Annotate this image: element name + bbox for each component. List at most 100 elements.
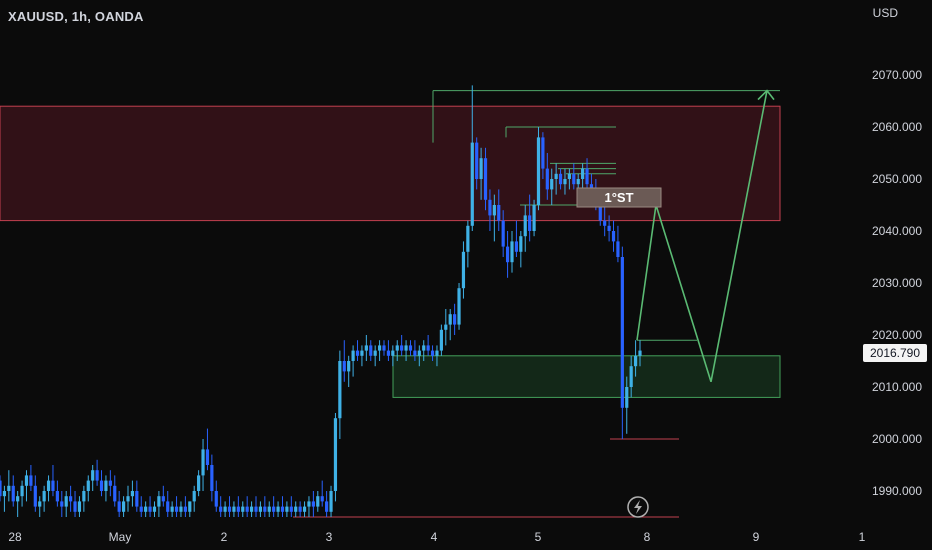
candle — [541, 132, 545, 179]
candle-body — [347, 361, 351, 372]
candle-body — [395, 345, 399, 351]
candle-body — [351, 350, 355, 361]
candle-body — [157, 496, 161, 507]
candle — [320, 480, 324, 507]
candle-body — [408, 345, 413, 351]
candle-body — [91, 470, 95, 481]
candle-body — [475, 142, 479, 179]
candle-body — [616, 241, 620, 257]
candle — [338, 350, 342, 439]
candle — [108, 470, 112, 497]
candle — [554, 163, 558, 195]
candle-body — [629, 366, 633, 387]
candle — [152, 501, 157, 517]
candle — [73, 491, 77, 517]
candle-body — [276, 506, 280, 512]
candle — [444, 309, 448, 346]
candle — [245, 496, 249, 517]
candle-body — [603, 220, 607, 226]
annotation-text: 1°ST — [604, 190, 633, 205]
candle-body — [457, 288, 461, 325]
candle — [391, 345, 395, 367]
candle-body — [139, 506, 143, 512]
candle-body — [567, 173, 571, 179]
candle-body — [554, 173, 558, 179]
x-axis: 28 May 2 3 4 5 8 9 1 — [8, 530, 865, 544]
candle — [7, 470, 11, 502]
candle — [558, 168, 563, 190]
candle-body — [108, 480, 112, 486]
candle-body — [258, 506, 263, 512]
candle — [46, 475, 51, 502]
candle — [550, 168, 554, 205]
candle — [42, 485, 46, 512]
candle-body — [161, 496, 165, 502]
candle — [144, 501, 148, 517]
candle-body — [479, 158, 483, 179]
candle — [192, 485, 196, 512]
candle-body — [492, 205, 496, 216]
candle — [113, 475, 117, 507]
candle-body — [638, 350, 642, 356]
candle-body — [514, 241, 519, 252]
candle-body — [536, 137, 541, 205]
candle-body — [342, 361, 346, 372]
candle — [453, 303, 457, 335]
candle — [342, 340, 346, 382]
candle-body — [55, 491, 59, 502]
candle-body — [148, 506, 152, 512]
candle — [227, 496, 232, 517]
symbol-title[interactable]: XAUUSD, 1h, OANDA — [8, 9, 144, 24]
candle — [532, 199, 536, 237]
candle — [311, 491, 315, 517]
x-tick-label: 8 — [644, 530, 651, 544]
candles-layer — [0, 85, 642, 517]
candle — [139, 496, 143, 517]
annotation-1st-box[interactable]: 1°ST — [576, 187, 662, 208]
candle-body — [302, 506, 307, 512]
candle — [77, 496, 82, 517]
candle-body — [236, 506, 240, 512]
candle-body — [201, 449, 205, 476]
candle — [316, 491, 320, 512]
candle — [355, 340, 360, 361]
candle-body — [95, 470, 99, 481]
candle-body — [210, 465, 214, 491]
candle — [241, 501, 245, 517]
candle — [214, 480, 218, 512]
candle — [161, 485, 165, 507]
candle-body — [298, 506, 302, 512]
candle — [183, 496, 187, 517]
projection-path — [636, 90, 768, 383]
candle-body — [121, 501, 126, 512]
candle-body — [227, 506, 232, 512]
lightning-icon[interactable] — [627, 496, 649, 518]
candle — [501, 210, 505, 257]
candle-body — [307, 501, 311, 507]
candle — [121, 496, 126, 517]
candle — [258, 501, 263, 517]
candle — [585, 158, 589, 190]
candle-body — [245, 506, 249, 512]
candle — [386, 340, 391, 361]
candle — [457, 283, 461, 330]
candle-body — [541, 137, 545, 169]
candle-body — [42, 491, 46, 502]
candle — [166, 491, 170, 517]
candle — [302, 501, 307, 517]
candle-body — [223, 506, 227, 512]
candle — [69, 485, 73, 512]
candle — [625, 376, 629, 434]
candle-body — [272, 506, 276, 512]
candle — [24, 470, 29, 502]
candle-body — [633, 355, 638, 367]
candle — [0, 475, 2, 502]
candle-body — [501, 220, 505, 247]
candle — [426, 335, 430, 356]
candle-body — [483, 158, 488, 200]
candle — [510, 231, 514, 273]
candle — [439, 324, 443, 356]
candle-body — [29, 475, 33, 486]
candle-body — [126, 496, 130, 502]
